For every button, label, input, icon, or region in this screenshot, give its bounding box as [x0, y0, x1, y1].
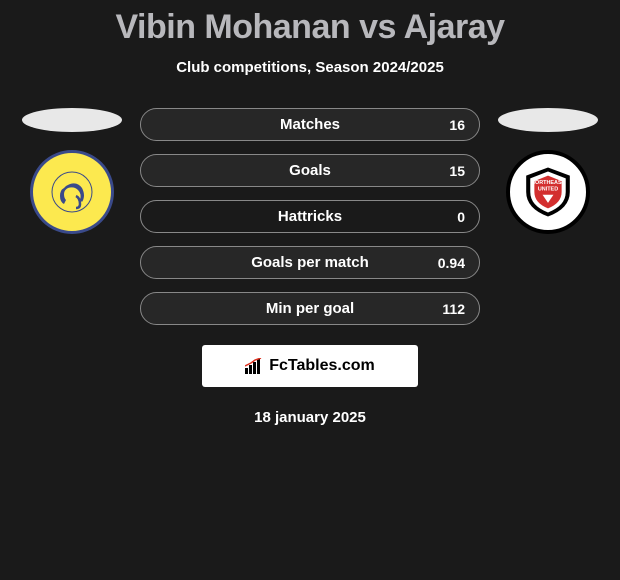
stat-label: Goals — [141, 162, 479, 179]
right-side: NORTHEAST UNITED — [498, 108, 598, 234]
comparison-card: Vibin Mohanan vs Ajaray Club competition… — [0, 0, 620, 426]
shield-icon: NORTHEAST UNITED — [518, 162, 578, 222]
brand-box[interactable]: FcTables.com — [202, 345, 418, 387]
date: 18 january 2025 — [0, 409, 620, 426]
chart-icon — [245, 358, 265, 374]
stat-row-goals: Goals 15 — [140, 154, 480, 187]
stat-row-matches: Matches 16 — [140, 108, 480, 141]
brand-text: FcTables.com — [269, 357, 375, 375]
main-row: Matches 16 Goals 15 Hattricks 0 Goals pe… — [0, 108, 620, 325]
player-photo-left — [22, 108, 122, 132]
svg-text:UNITED: UNITED — [538, 187, 558, 193]
stat-label: Min per goal — [141, 300, 479, 317]
club-logo-left — [30, 150, 114, 234]
elephant-icon — [50, 170, 94, 214]
svg-text:NORTHEAST: NORTHEAST — [531, 180, 566, 186]
club-logo-right: NORTHEAST UNITED — [506, 150, 590, 234]
stat-row-hattricks: Hattricks 0 — [140, 200, 480, 233]
stat-row-min-per-goal: Min per goal 112 — [140, 292, 480, 325]
left-side — [22, 108, 122, 234]
player-photo-right — [498, 108, 598, 132]
stat-value-right: 0.94 — [438, 255, 465, 271]
stat-label: Goals per match — [141, 254, 479, 271]
stat-label: Matches — [141, 116, 479, 133]
stat-value-right: 16 — [449, 117, 465, 133]
stat-row-goals-per-match: Goals per match 0.94 — [140, 246, 480, 279]
stat-label: Hattricks — [141, 208, 479, 225]
stats-list: Matches 16 Goals 15 Hattricks 0 Goals pe… — [140, 108, 480, 325]
stat-value-right: 0 — [457, 209, 465, 225]
page-title: Vibin Mohanan vs Ajaray — [0, 8, 620, 47]
stat-value-right: 15 — [449, 163, 465, 179]
stat-value-right: 112 — [442, 301, 465, 317]
subtitle: Club competitions, Season 2024/2025 — [0, 59, 620, 76]
